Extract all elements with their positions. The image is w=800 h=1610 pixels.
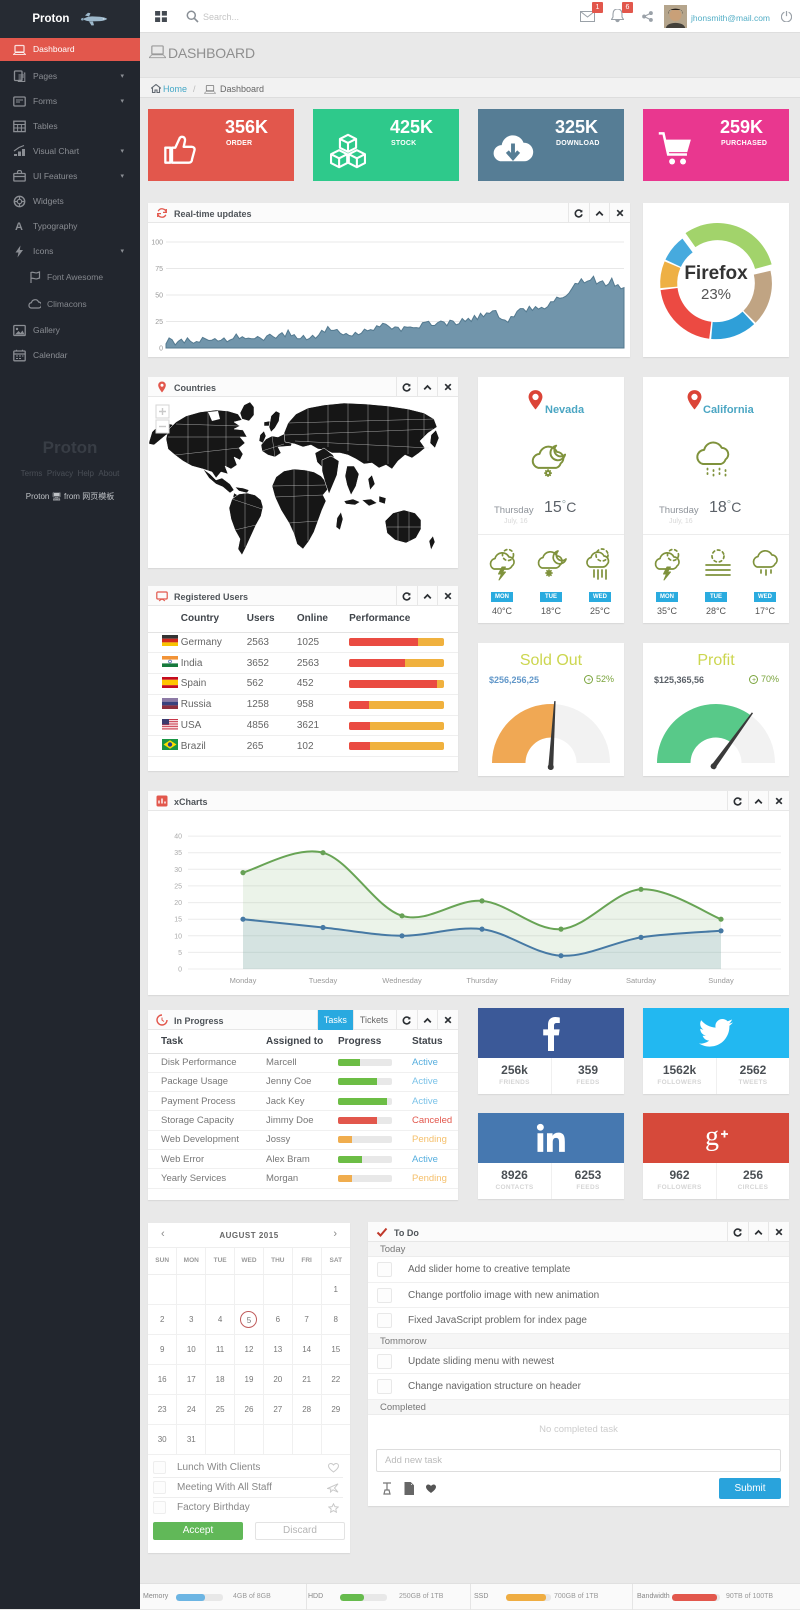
svg-text:35: 35 [174,850,182,857]
svg-text:Wednesday: Wednesday [382,976,422,985]
svg-text:Sunday: Sunday [708,976,734,985]
svg-text:30: 30 [174,867,182,874]
svg-text:0: 0 [159,346,163,353]
svg-text:20: 20 [174,900,182,907]
svg-text:0: 0 [178,967,182,974]
svg-text:23%: 23% [701,286,731,303]
svg-text:Saturday: Saturday [626,976,656,985]
svg-text:25: 25 [174,883,182,890]
svg-text:40: 40 [174,834,182,841]
svg-text:15: 15 [174,917,182,924]
svg-text:100: 100 [151,240,163,247]
svg-text:50: 50 [155,293,163,300]
svg-text:g: g [705,1123,719,1152]
svg-text:75: 75 [155,266,163,273]
svg-text:Monday: Monday [230,976,257,985]
svg-text:5: 5 [178,950,182,957]
svg-text:10: 10 [174,933,182,940]
svg-text:25: 25 [155,319,163,326]
svg-text:Firefox: Firefox [684,263,748,284]
svg-text:Friday: Friday [551,976,572,985]
svg-text:Tuesday: Tuesday [309,976,338,985]
svg-text:Thursday: Thursday [466,976,498,985]
